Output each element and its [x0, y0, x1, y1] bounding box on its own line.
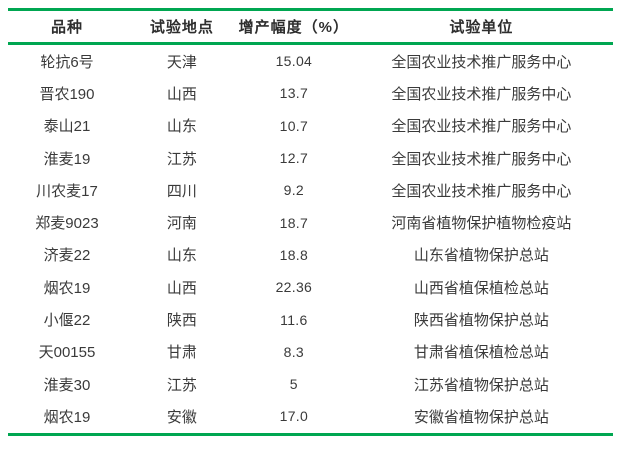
yield-increase-cell: 13.7	[279, 85, 309, 102]
variety-cell: 泰山21	[43, 118, 91, 136]
variety-cell: 晋农190	[39, 85, 95, 103]
location-cell: 山西	[166, 85, 197, 103]
yield-increase-cell: 11.6	[280, 311, 308, 328]
yield-increase-cell: 12.7	[279, 150, 309, 167]
header-yield-increase: 增产幅度（%）	[238, 19, 350, 36]
test-unit-cell: 陕西省植物保护总站	[413, 312, 549, 330]
table-row: 济麦22 山东 18.8 山东省植物保护总站	[8, 239, 613, 271]
location-cell: 天津	[166, 53, 197, 71]
test-unit-cell: 全国农业技术推广服务中心	[391, 182, 572, 200]
variety-cell: 淮麦19	[43, 150, 91, 168]
test-unit-cell: 山西省植保植检总站	[413, 279, 549, 297]
test-unit-cell: 全国农业技术推广服务中心	[391, 85, 572, 103]
test-unit-cell: 河南省植物保护植物检疫站	[391, 215, 572, 233]
location-cell: 甘肃	[166, 344, 197, 362]
table-row: 烟农19 山西 22.36 山西省植保植检总站	[8, 271, 613, 303]
yield-increase-cell: 8.3	[283, 343, 305, 360]
test-unit-cell: 山东省植物保护总站	[413, 247, 549, 265]
variety-cell: 天00155	[38, 344, 96, 362]
variety-cell: 烟农19	[43, 408, 91, 426]
variety-cell: 济麦22	[43, 247, 91, 265]
header-location: 试验地点	[149, 19, 214, 36]
test-unit-cell: 全国农业技术推广服务中心	[391, 53, 572, 71]
test-unit-cell: 全国农业技术推广服务中心	[391, 150, 572, 168]
header-variety: 品种	[50, 19, 83, 36]
yield-increase-cell: 17.0	[279, 408, 309, 425]
location-cell: 江苏	[166, 376, 197, 394]
location-cell: 河南	[166, 215, 197, 233]
yield-increase-cell: 10.7	[279, 117, 309, 134]
test-unit-cell: 安徽省植物保护总站	[413, 408, 549, 426]
table-row: 烟农19 安徽 17.0 安徽省植物保护总站	[8, 400, 613, 434]
location-cell: 江苏	[166, 150, 197, 168]
location-cell: 陕西	[166, 312, 197, 330]
table-row: 晋农190 山西 13.7 全国农业技术推广服务中心	[8, 77, 613, 109]
test-unit-cell: 江苏省植物保护总站	[413, 376, 549, 394]
yield-increase-cell: 18.7	[279, 214, 309, 231]
table-row: 淮麦30 江苏 5 江苏省植物保护总站	[8, 368, 613, 400]
trial-results-table: 品种 试验地点 增产幅度（%） 试验单位 轮抗6号 天津 15.04 全国农业技术推广…	[8, 8, 613, 436]
location-cell: 安徽	[166, 408, 197, 426]
table-row: 郑麦9023 河南 18.7 河南省植物保护植物检疫站	[8, 206, 613, 238]
location-cell: 山东	[166, 118, 197, 136]
table-row: 天00155 甘肃 8.3 甘肃省植保植检总站	[8, 336, 613, 368]
table-row: 轮抗6号 天津 15.04 全国农业技术推广服务中心	[8, 44, 613, 78]
table-row: 小偃22 陕西 11.6 陕西省植物保护总站	[8, 303, 613, 335]
test-unit-cell: 全国农业技术推广服务中心	[391, 118, 572, 136]
location-cell: 四川	[166, 182, 197, 200]
variety-cell: 轮抗6号	[40, 53, 94, 71]
yield-increase-cell: 9.2	[283, 182, 305, 199]
location-cell: 山西	[166, 279, 197, 297]
table-body: 轮抗6号 天津 15.04 全国农业技术推广服务中心 晋农190 山西 13.7 全国农业技术…	[8, 44, 613, 435]
variety-cell: 淮麦30	[43, 376, 91, 394]
table-header-row: 品种 试验地点 增产幅度（%） 试验单位	[8, 9, 613, 44]
table-row: 泰山21 山东 10.7 全国农业技术推广服务中心	[8, 110, 613, 142]
variety-cell: 小偃22	[43, 312, 91, 330]
yield-increase-cell: 22.36	[275, 279, 313, 296]
yield-increase-cell: 5	[289, 376, 298, 393]
test-unit-cell: 甘肃省植保植检总站	[413, 344, 549, 362]
variety-cell: 川农麦17	[36, 182, 98, 200]
variety-cell: 郑麦9023	[35, 215, 99, 233]
table-row: 川农麦17 四川 9.2 全国农业技术推广服务中心	[8, 174, 613, 206]
header-test-unit: 试验单位	[449, 19, 514, 36]
yield-increase-cell: 18.8	[279, 246, 309, 263]
variety-cell: 烟农19	[43, 279, 91, 297]
yield-increase-cell: 15.04	[275, 53, 313, 70]
table-row: 淮麦19 江苏 12.7 全国农业技术推广服务中心	[8, 142, 613, 174]
location-cell: 山东	[166, 247, 197, 265]
